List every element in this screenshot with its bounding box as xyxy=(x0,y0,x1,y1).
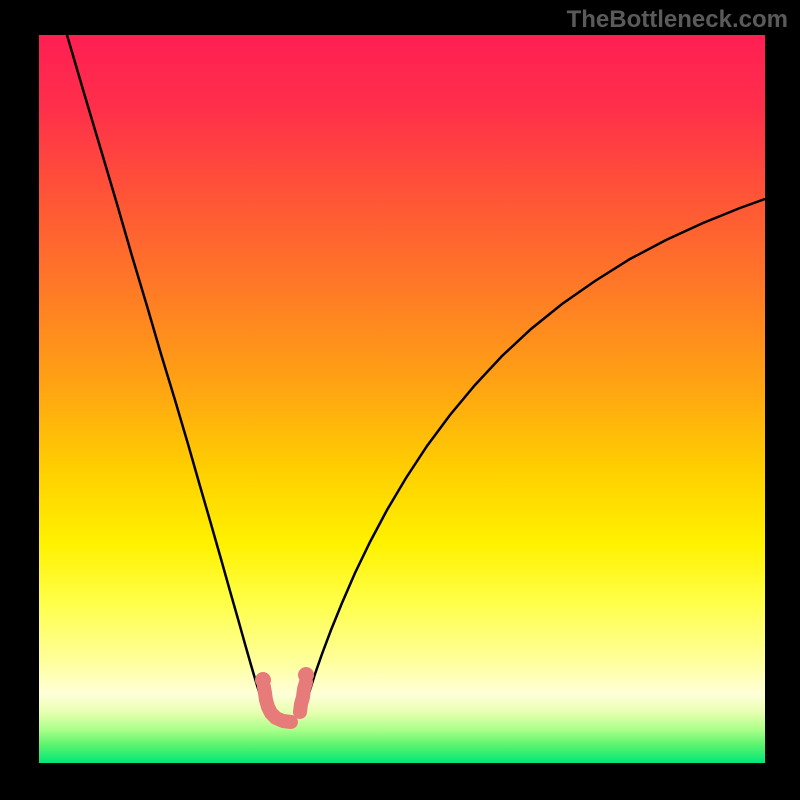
chart-container: TheBottleneck.com xyxy=(0,0,800,800)
watermark: TheBottleneck.com xyxy=(567,6,788,34)
curves-layer xyxy=(0,0,800,800)
